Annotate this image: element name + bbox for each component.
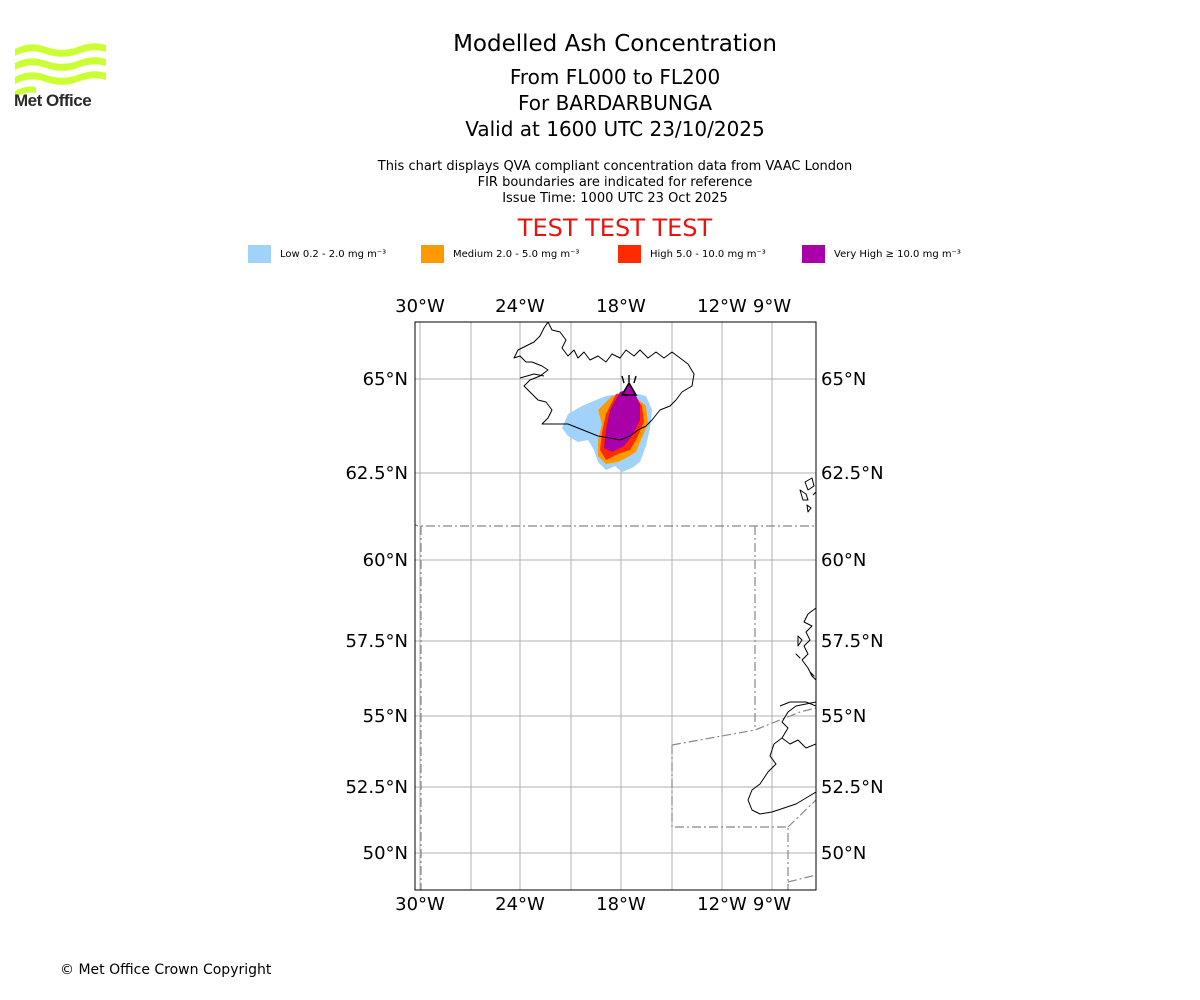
lat-label: 50°N — [363, 843, 408, 864]
lat-labels-left: 65°N 62.5°N 60°N 57.5°N 55°N 52.5°N 50°N — [345, 369, 408, 864]
legend-swatch-high — [618, 245, 641, 263]
description-line-1: This chart displays QVA compliant concen… — [377, 159, 853, 174]
ash-map: 30°W 24°W 18°W 12°W 9°W 30°W 24°W 18°W 1… — [345, 296, 884, 915]
lon-label: 18°W — [596, 894, 646, 915]
lon-label: 12°W — [697, 894, 747, 915]
lat-label: 60°N — [821, 550, 866, 571]
copyright-notice: © Met Office Crown Copyright — [60, 962, 272, 978]
fir-boundaries — [415, 523, 816, 890]
faroe-islands — [799, 477, 816, 513]
lat-label: 62.5°N — [821, 463, 884, 484]
logo-text: Met Office — [14, 91, 92, 110]
lon-label: 30°W — [395, 894, 445, 915]
flight-level-subtitle: From FL000 to FL200 — [509, 65, 721, 89]
lat-label: 57.5°N — [345, 631, 408, 652]
triangle-icon — [620, 381, 638, 396]
legend-item-medium: Medium 2.0 - 5.0 mg m⁻³ — [421, 244, 579, 264]
lat-label: 52.5°N — [821, 777, 884, 798]
lon-label: 12°W — [697, 296, 747, 317]
legend-label-low: Low 0.2 - 2.0 mg m⁻³ — [280, 248, 387, 260]
lat-labels-right: 65°N 62.5°N 60°N 57.5°N 55°N 52.5°N 50°N — [821, 369, 884, 864]
volcano-subtitle: For BARDARBUNGA — [517, 91, 713, 115]
lat-label: 55°N — [821, 706, 866, 727]
valid-time-subtitle: Valid at 1600 UTC 23/10/2025 — [465, 117, 765, 141]
lat-label: 55°N — [363, 706, 408, 727]
legend-swatch-low — [248, 245, 271, 263]
lat-label: 57.5°N — [821, 631, 884, 652]
description-line-2: FIR boundaries are indicated for referen… — [477, 175, 753, 190]
legend-label-medium: Medium 2.0 - 5.0 mg m⁻³ — [453, 248, 580, 260]
lat-label: 50°N — [821, 843, 866, 864]
met-office-logo — [15, 43, 106, 97]
coastlines — [513, 322, 816, 815]
legend-item-very-high: Very High ≥ 10.0 mg m⁻³ — [802, 244, 961, 264]
ash-very-high-contour — [604, 388, 640, 452]
chart-title: Modelled Ash Concentration — [453, 31, 777, 57]
legend-label-high: High 5.0 - 10.0 mg m⁻³ — [650, 248, 766, 260]
volcano-marker — [620, 375, 638, 396]
lat-label: 60°N — [363, 550, 408, 571]
lon-label: 9°W — [753, 296, 791, 317]
legend-item-high: High 5.0 - 10.0 mg m⁻³ — [618, 244, 766, 264]
legend-swatch-medium — [421, 245, 444, 263]
legend-label-very-high: Very High ≥ 10.0 mg m⁻³ — [834, 248, 961, 260]
lat-label: 65°N — [821, 369, 866, 390]
ireland-coastline — [747, 701, 816, 815]
issue-time: Issue Time: 1000 UTC 23 Oct 2025 — [502, 191, 728, 206]
lon-label: 24°W — [495, 296, 545, 317]
legend: Low 0.2 - 2.0 mg m⁻³ Medium 2.0 - 5.0 mg… — [0, 244, 1200, 264]
lon-labels-top: 30°W 24°W 18°W 12°W 9°W — [395, 296, 791, 317]
scotland-coastline — [801, 607, 816, 681]
lon-label: 30°W — [395, 296, 445, 317]
lat-label: 62.5°N — [345, 463, 408, 484]
iceland-coastline — [513, 322, 695, 441]
lon-label: 18°W — [596, 296, 646, 317]
legend-swatch-very-high — [802, 245, 825, 263]
lon-label: 9°W — [753, 894, 791, 915]
legend-item-low: Low 0.2 - 2.0 mg m⁻³ — [248, 244, 386, 264]
lat-label: 52.5°N — [345, 777, 408, 798]
lon-labels-bottom: 30°W 24°W 18°W 12°W 9°W — [395, 894, 791, 915]
lon-label: 24°W — [495, 894, 545, 915]
ash-plume — [562, 388, 652, 472]
map-frame — [414, 321, 817, 891]
lat-label: 65°N — [363, 369, 408, 390]
test-banner: TEST TEST TEST — [517, 214, 713, 242]
